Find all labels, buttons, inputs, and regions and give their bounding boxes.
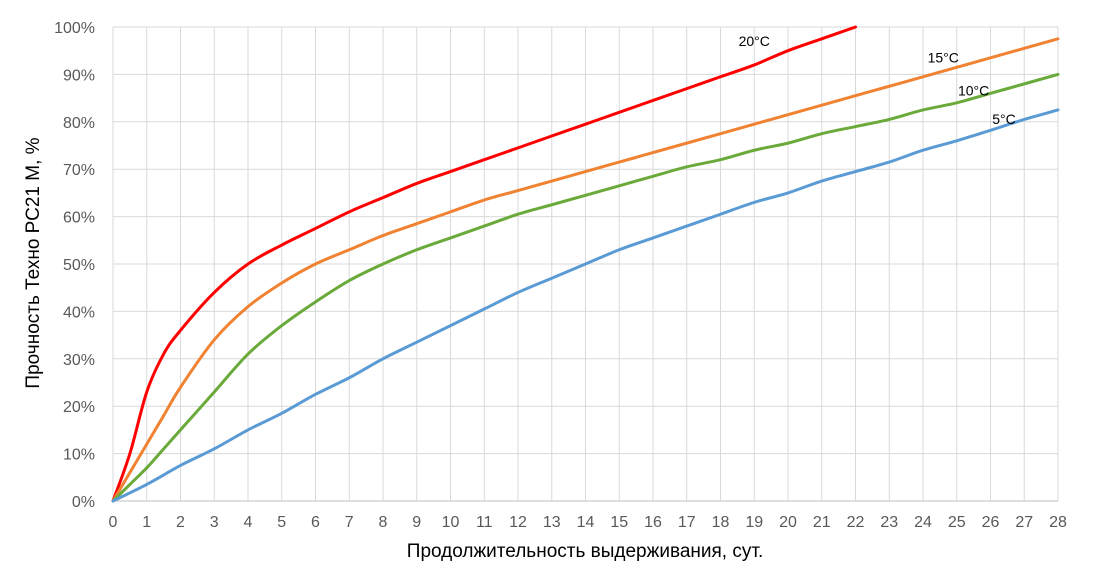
series-label-20c: 20°C (739, 33, 770, 49)
x-axis-tick-labels: 0 1 2 3 4 5 6 7 8 9 10 11 12 13 14 15 16 17 18 19 20 21 22 23 24… (109, 514, 1067, 531)
series-line-10c (111, 72, 1060, 503)
y-tick-label: 50% (63, 257, 95, 274)
series-lines (111, 25, 1060, 503)
x-tick-label: 20 (779, 514, 797, 531)
x-tick-label: 21 (813, 514, 831, 531)
series-line-20c (111, 25, 857, 503)
x-tick-label: 27 (1015, 514, 1033, 531)
x-tick-label: 11 (476, 514, 493, 531)
x-tick-label: 24 (914, 514, 932, 531)
series-label-10c: 10°C (958, 83, 989, 99)
x-tick-label: 12 (509, 514, 527, 531)
x-tick-label: 3 (210, 514, 219, 531)
x-tick-label: 7 (345, 514, 354, 531)
y-tick-label: 100% (54, 20, 95, 37)
x-tick-label: 6 (311, 514, 320, 531)
x-tick-label: 19 (745, 514, 763, 531)
x-tick-label: 17 (678, 514, 696, 531)
series-label-5c: 5°C (992, 111, 1016, 127)
y-axis-title: Прочность Техно РС21 М, % (23, 137, 44, 388)
y-tick-label: 20% (63, 399, 95, 416)
series-label-15c: 15°C (928, 50, 959, 66)
x-tick-label: 2 (176, 514, 185, 531)
x-tick-label: 15 (610, 514, 628, 531)
x-tick-label: 25 (948, 514, 966, 531)
x-tick-label: 14 (577, 514, 595, 531)
y-tick-label: 30% (63, 352, 95, 369)
x-tick-label: 23 (880, 514, 898, 531)
y-tick-label: 0% (72, 494, 95, 511)
series-inline-labels: 20°C 15°C 10°C5°C (739, 33, 1016, 127)
x-tick-label: 1 (142, 514, 151, 531)
x-tick-label: 13 (543, 514, 561, 531)
x-tick-label: 22 (847, 514, 865, 531)
grid (112, 26, 1059, 502)
series-line-15c (111, 37, 1060, 503)
y-tick-label: 70% (63, 162, 95, 179)
x-tick-label: 18 (712, 514, 730, 531)
x-axis-title: Продолжительность выдерживания, сут. (407, 541, 763, 562)
x-tick-label: 4 (244, 514, 253, 531)
x-tick-label: 5 (277, 514, 286, 531)
x-tick-label: 10 (442, 514, 460, 531)
x-tick-label: 26 (982, 514, 1000, 531)
y-tick-label: 40% (63, 304, 95, 321)
x-tick-label: 16 (644, 514, 662, 531)
y-tick-label: 10% (63, 447, 95, 464)
x-tick-label: 28 (1049, 514, 1067, 531)
y-axis-tick-labels: 0% 10% 20% 30% 40% 50% 60% 70% 80% 90% 100% (54, 20, 95, 511)
y-tick-label: 60% (63, 210, 95, 227)
x-tick-label: 8 (379, 514, 388, 531)
series-line-5c (111, 108, 1060, 503)
y-tick-label: 90% (63, 67, 95, 84)
y-tick-label: 80% (63, 115, 95, 132)
x-tick-label: 9 (412, 514, 421, 531)
x-tick-label: 0 (109, 514, 118, 531)
